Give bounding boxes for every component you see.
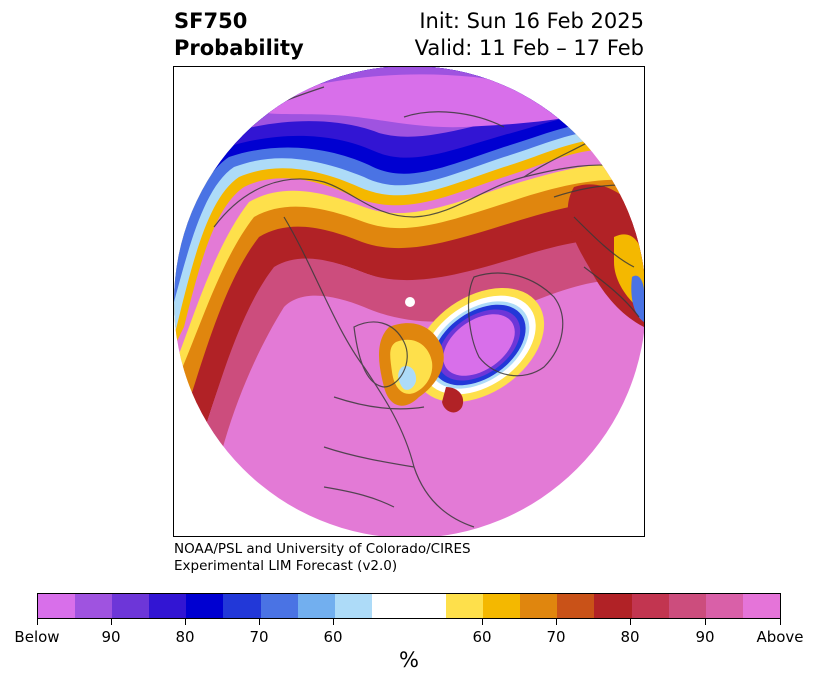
title-subtitle: Probability <box>174 36 304 60</box>
title-variable: SF750 <box>174 9 248 33</box>
colorbar-tick <box>111 619 112 625</box>
colorbar-tick-label: 80 <box>620 628 640 646</box>
colorbar-tick <box>259 619 260 625</box>
chart-title: SF750 Probability <box>174 8 304 62</box>
colorbar-segment <box>297 594 335 618</box>
colorbar-tick-label: 60 <box>323 628 343 646</box>
colorbar-segment <box>38 594 76 618</box>
colorbar-segment <box>668 594 706 618</box>
colorbar-segment <box>260 594 298 618</box>
colorbar-tick <box>333 619 334 625</box>
colorbar-tick-label: 90 <box>101 628 121 646</box>
init-date: Init: Sun 16 Feb 2025 <box>419 9 644 33</box>
credit-text: NOAA/PSL and University of Colorado/CIRE… <box>174 541 471 575</box>
map-panel <box>173 66 645 537</box>
colorbar-segment <box>742 594 780 618</box>
coastlines <box>213 86 644 528</box>
colorbar-segment <box>334 594 372 618</box>
colorbar-segment <box>186 594 224 618</box>
colorbar-tick <box>556 619 557 625</box>
colorbar-segment <box>371 594 447 618</box>
colorbar-unit: % <box>399 648 419 672</box>
below-normal-band-north <box>174 67 644 347</box>
colorbar-tick <box>780 619 781 625</box>
colorbar-segment <box>483 594 521 618</box>
colorbar-tick-label: Below <box>14 628 60 646</box>
colorbar-segment <box>557 594 595 618</box>
credit-line-2: Experimental LIM Forecast (v2.0) <box>174 558 398 574</box>
colorbar-tick <box>705 619 706 625</box>
colorbar <box>37 593 781 619</box>
colorbar-tick-label: 90 <box>695 628 715 646</box>
forecast-dates: Init: Sun 16 Feb 2025 Valid: 11 Feb – 17… <box>415 8 644 62</box>
colorbar-tick-label: 70 <box>249 628 269 646</box>
credit-line-1: NOAA/PSL and University of Colorado/CIRE… <box>174 541 471 557</box>
colorbar-segment <box>223 594 261 618</box>
below-normal-atlantic <box>413 287 545 403</box>
colorbar-segment <box>446 594 484 618</box>
colorbar-segment <box>705 594 743 618</box>
valid-range: Valid: 11 Feb – 17 Feb <box>414 36 644 60</box>
colorbar-segment <box>520 594 558 618</box>
colorbar-tick <box>482 619 483 625</box>
colorbar-segment <box>75 594 113 618</box>
colorbar-tick-label: 80 <box>175 628 195 646</box>
colorbar-tick <box>185 619 186 625</box>
colorbar-tick-label: 70 <box>546 628 566 646</box>
colorbar-segment <box>149 594 187 618</box>
probability-map <box>174 67 644 536</box>
colorbar-tick-label: 60 <box>472 628 492 646</box>
colorbar-tick-label: Above <box>756 628 804 646</box>
colorbar-tick <box>630 619 631 625</box>
colorbar-segment <box>112 594 150 618</box>
pole-marker <box>405 297 415 307</box>
colorbar-segment <box>631 594 669 618</box>
colorbar-tick <box>37 619 38 625</box>
colorbar-segment <box>594 594 632 618</box>
